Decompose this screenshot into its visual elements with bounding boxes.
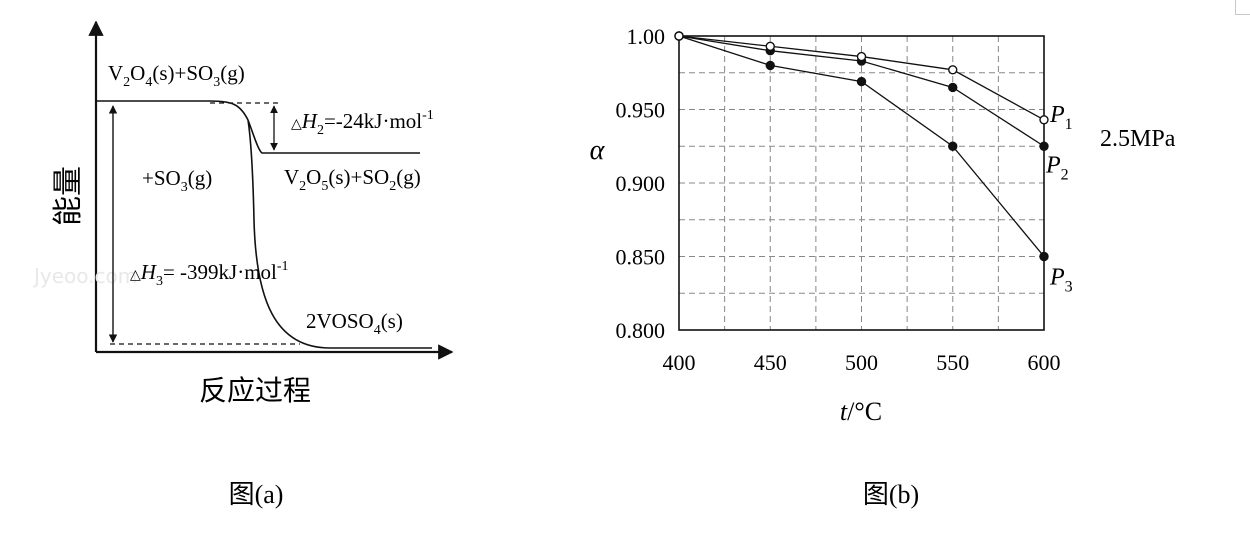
point-p1 — [674, 31, 684, 41]
series-label-p2: P2 — [1045, 152, 1069, 183]
point-p2 — [948, 82, 958, 93]
x-tick-label: 450 — [754, 350, 787, 375]
point-p1 — [765, 41, 775, 51]
point-p3 — [765, 60, 775, 71]
point-p3 — [856, 76, 867, 87]
y-tick-label: 0.950 — [616, 98, 666, 123]
series-label-p1: P1 — [1049, 102, 1073, 133]
dh3-label: △H3= -399kJ·mol-1 — [130, 259, 289, 289]
reaction-axis-label: 反应过程 — [199, 374, 311, 407]
x-tick-label: 400 — [663, 350, 696, 375]
x-axis-label: t/°C — [840, 397, 882, 426]
tick-labels: 400 450 500 550 600 0.800 0.850 0.900 0.950 1.00 — [616, 24, 1061, 375]
x-tick-label: 500 — [845, 350, 878, 375]
mid-level-label: V2O5(s)+SO2(g) — [284, 165, 421, 194]
plot-frame — [678, 35, 1045, 331]
watermark: Jyeoo.com — [32, 264, 137, 288]
reagent-label: +SO3(g) — [142, 166, 212, 195]
energy-axis-label: 能量 — [51, 166, 86, 226]
point-p1 — [948, 65, 958, 75]
y-tick-label: 1.00 — [627, 24, 666, 49]
y-tick-label: 0.900 — [616, 171, 666, 196]
energy-profile-curve — [96, 100, 432, 349]
markers-group — [674, 31, 1049, 262]
y-tick-label: 0.800 — [616, 318, 666, 343]
point-p2 — [1039, 141, 1049, 151]
top-level-label: V2O4(s)+SO3(g) — [108, 61, 245, 90]
corner-box — [1235, 0, 1250, 15]
bottom-level-label: 2VOSO4(s) — [306, 309, 403, 338]
dh2-label: △H2=-24kJ·mol-1 — [291, 108, 434, 138]
pressure-note: 2.5MPa — [1100, 126, 1176, 152]
figure-b-caption: 图(b) — [863, 480, 919, 509]
point-p3 — [948, 141, 958, 151]
series-label-p3: P3 — [1049, 265, 1073, 296]
x-tick-label: 600 — [1028, 350, 1061, 375]
series-labels: P1 P2 P3 — [1045, 102, 1073, 296]
point-p1 — [856, 51, 867, 62]
x-tick-label: 550 — [936, 350, 969, 375]
point-p1 — [1039, 115, 1049, 125]
point-p3 — [1039, 251, 1049, 262]
y-tick-label: 0.850 — [616, 245, 666, 270]
figure-a-caption: 图(a) — [229, 480, 284, 509]
y-axis-label: α — [590, 135, 606, 166]
